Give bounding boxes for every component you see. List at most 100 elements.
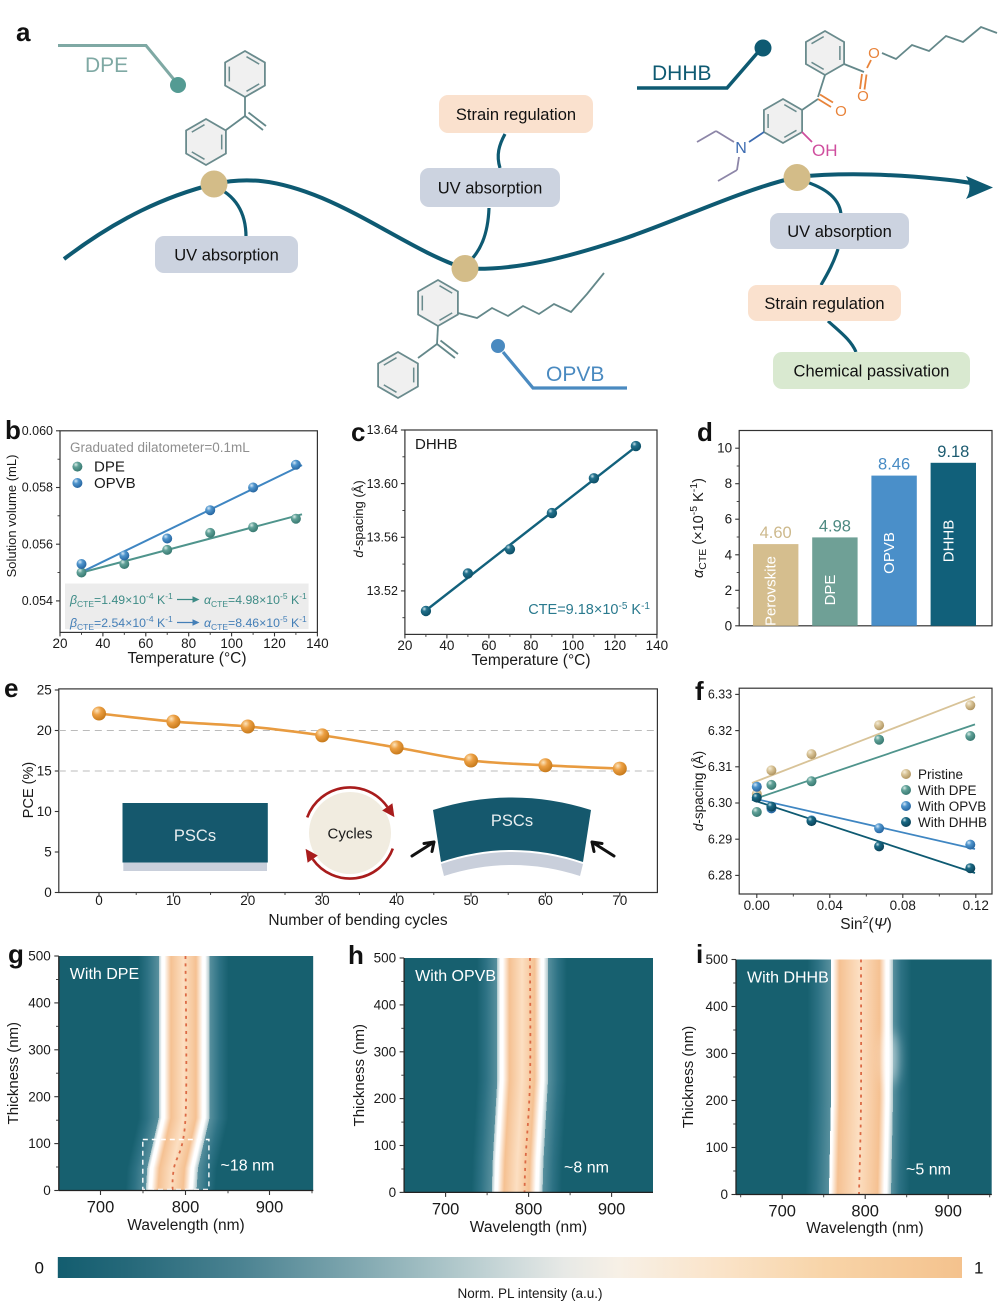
svg-text:DHHB: DHHB — [652, 62, 712, 85]
svg-text:g: g — [8, 939, 24, 969]
svg-text:400: 400 — [28, 996, 51, 1011]
svg-text:d: d — [697, 417, 713, 447]
svg-text:4.60: 4.60 — [760, 524, 792, 542]
svg-text:70: 70 — [612, 893, 627, 908]
svg-text:O: O — [835, 103, 847, 120]
svg-text:25: 25 — [37, 683, 52, 698]
svg-text:Strain regulation: Strain regulation — [456, 106, 576, 124]
svg-text:100: 100 — [705, 1140, 728, 1155]
svg-text:PCE (%): PCE (%) — [21, 762, 37, 818]
svg-text:Thickness (nm): Thickness (nm) — [5, 1022, 22, 1125]
svg-text:0.12: 0.12 — [963, 898, 989, 913]
svg-text:0.00: 0.00 — [744, 898, 770, 913]
svg-text:6.31: 6.31 — [708, 760, 732, 774]
svg-text:Temperature (°C): Temperature (°C) — [127, 650, 246, 667]
svg-text:50: 50 — [463, 893, 478, 908]
svg-text:40: 40 — [439, 638, 454, 653]
svg-text:i: i — [696, 939, 703, 969]
svg-text:DPE: DPE — [822, 575, 839, 606]
svg-text:300: 300 — [28, 1042, 51, 1057]
svg-text:120: 120 — [604, 638, 627, 653]
svg-text:Thickness (nm): Thickness (nm) — [680, 1026, 697, 1129]
svg-text:DPE: DPE — [85, 54, 128, 77]
svg-text:PSCs: PSCs — [174, 827, 216, 845]
svg-text:O: O — [857, 88, 869, 105]
svg-text:0: 0 — [95, 893, 103, 908]
svg-text:Pristine: Pristine — [918, 767, 963, 782]
svg-text:CTE=9.18×10-5 K-1: CTE=9.18×10-5 K-1 — [528, 601, 650, 618]
svg-text:100: 100 — [562, 638, 585, 653]
svg-text:13.64: 13.64 — [367, 423, 398, 437]
svg-text:100: 100 — [220, 636, 243, 651]
svg-text:80: 80 — [181, 636, 196, 651]
svg-text:20: 20 — [52, 636, 67, 651]
svg-text:N: N — [735, 140, 747, 157]
svg-text:PSCs: PSCs — [491, 812, 533, 830]
svg-text:With OPVB: With OPVB — [415, 968, 496, 985]
svg-text:OPVB: OPVB — [881, 532, 898, 574]
svg-text:Perovskite: Perovskite — [763, 556, 780, 626]
svg-text:6.33: 6.33 — [708, 688, 732, 702]
svg-text:0: 0 — [389, 1185, 397, 1200]
svg-text:500: 500 — [705, 952, 728, 967]
svg-text:~5 nm: ~5 nm — [906, 1162, 951, 1179]
svg-text:αCTE=8.46×10-5 K-1: αCTE=8.46×10-5 K-1 — [204, 614, 307, 632]
svg-text:d-spacing (Å): d-spacing (Å) — [351, 480, 366, 557]
svg-text:400: 400 — [705, 999, 728, 1014]
svg-text:800: 800 — [172, 1199, 200, 1217]
svg-text:βCTE=2.54×10-4 K-1: βCTE=2.54×10-4 K-1 — [69, 614, 173, 632]
svg-text:8.46: 8.46 — [878, 456, 910, 474]
svg-text:6: 6 — [725, 512, 733, 527]
svg-text:αCTE=4.98×10-5 K-1: αCTE=4.98×10-5 K-1 — [204, 591, 307, 609]
svg-text:60: 60 — [138, 636, 153, 651]
svg-text:0.08: 0.08 — [890, 898, 916, 913]
svg-text:0: 0 — [720, 1187, 728, 1202]
svg-text:800: 800 — [851, 1203, 879, 1221]
svg-text:With DPE: With DPE — [918, 783, 977, 798]
svg-text:300: 300 — [374, 1044, 397, 1059]
svg-text:13.60: 13.60 — [367, 477, 398, 491]
svg-text:Graduated dilatometer=0.1mL: Graduated dilatometer=0.1mL — [70, 440, 250, 455]
svg-text:4.98: 4.98 — [819, 517, 851, 535]
svg-text:9.18: 9.18 — [937, 443, 969, 461]
svg-text:~18 nm: ~18 nm — [221, 1158, 275, 1175]
svg-text:UV absorption: UV absorption — [438, 179, 543, 197]
svg-text:120: 120 — [263, 636, 286, 651]
svg-text:c: c — [351, 417, 365, 447]
svg-text:b: b — [5, 415, 21, 445]
svg-text:500: 500 — [374, 951, 397, 966]
svg-text:With OPVB: With OPVB — [918, 799, 986, 814]
svg-text:4: 4 — [725, 547, 733, 562]
svg-text:700: 700 — [768, 1203, 796, 1221]
svg-text:400: 400 — [374, 998, 397, 1013]
svg-text:10: 10 — [166, 893, 181, 908]
svg-text:Strain regulation: Strain regulation — [764, 295, 884, 313]
svg-text:6.29: 6.29 — [708, 832, 732, 846]
svg-text:0: 0 — [35, 1259, 44, 1278]
svg-text:d-spacing (Å): d-spacing (Å) — [691, 751, 706, 831]
svg-text:h: h — [348, 940, 364, 970]
svg-text:10: 10 — [717, 441, 732, 456]
svg-text:With DHHB: With DHHB — [918, 815, 987, 830]
svg-text:a: a — [16, 17, 31, 47]
svg-text:UV absorption: UV absorption — [174, 246, 279, 264]
svg-text:Solution volume (mL): Solution volume (mL) — [4, 455, 19, 578]
svg-text:40: 40 — [389, 893, 404, 908]
svg-text:Cycles: Cycles — [327, 826, 372, 843]
svg-text:DPE: DPE — [94, 459, 125, 476]
svg-text:0: 0 — [43, 1183, 51, 1198]
svg-text:20: 20 — [37, 723, 52, 738]
svg-text:60: 60 — [481, 638, 496, 653]
svg-text:With DPE: With DPE — [70, 966, 139, 983]
svg-text:300: 300 — [705, 1046, 728, 1061]
svg-text:0.058: 0.058 — [22, 481, 53, 495]
svg-text:30: 30 — [315, 893, 330, 908]
svg-text:8: 8 — [725, 476, 733, 491]
svg-text:700: 700 — [87, 1199, 115, 1217]
svg-text:OPVB: OPVB — [546, 363, 604, 386]
svg-text:200: 200 — [374, 1091, 397, 1106]
svg-text:13.52: 13.52 — [367, 584, 398, 598]
svg-text:Wavelength (nm): Wavelength (nm) — [470, 1219, 587, 1236]
svg-text:Temperature (°C): Temperature (°C) — [471, 652, 590, 669]
svg-text:OH: OH — [812, 141, 838, 160]
